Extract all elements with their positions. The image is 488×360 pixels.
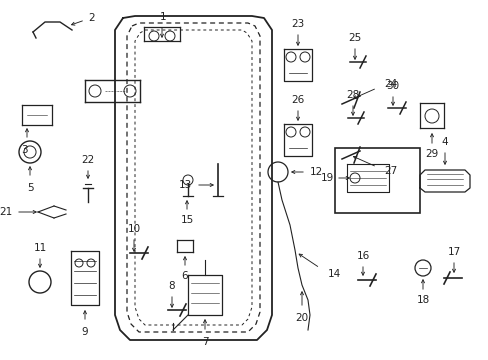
- Text: 16: 16: [356, 251, 369, 261]
- Text: 18: 18: [415, 295, 429, 305]
- Text: 11: 11: [33, 243, 46, 253]
- Text: 21: 21: [0, 207, 12, 217]
- Text: 15: 15: [180, 215, 193, 225]
- Text: 3: 3: [20, 145, 27, 155]
- Text: 28: 28: [346, 90, 359, 100]
- Text: 23: 23: [291, 19, 304, 29]
- Text: 10: 10: [127, 224, 140, 234]
- Text: 8: 8: [168, 281, 175, 291]
- Text: 24: 24: [383, 79, 396, 89]
- Text: 12: 12: [309, 167, 323, 177]
- Text: 26: 26: [291, 95, 304, 105]
- Text: 22: 22: [81, 155, 95, 165]
- Text: 6: 6: [182, 271, 188, 281]
- Text: 13: 13: [179, 180, 192, 190]
- Text: 25: 25: [347, 33, 361, 43]
- Text: 27: 27: [383, 166, 396, 176]
- Text: 19: 19: [320, 173, 333, 183]
- Bar: [334, 148, 419, 213]
- Text: 9: 9: [81, 327, 88, 337]
- Text: 1: 1: [160, 12, 166, 22]
- Text: 5: 5: [27, 183, 33, 193]
- Text: 30: 30: [386, 81, 399, 91]
- Text: 7: 7: [201, 337, 208, 347]
- Text: 29: 29: [425, 149, 438, 159]
- Text: 14: 14: [327, 269, 341, 279]
- Text: 2: 2: [88, 13, 95, 23]
- Text: 20: 20: [295, 313, 308, 323]
- Text: 17: 17: [447, 247, 460, 257]
- Text: 4: 4: [441, 137, 447, 147]
